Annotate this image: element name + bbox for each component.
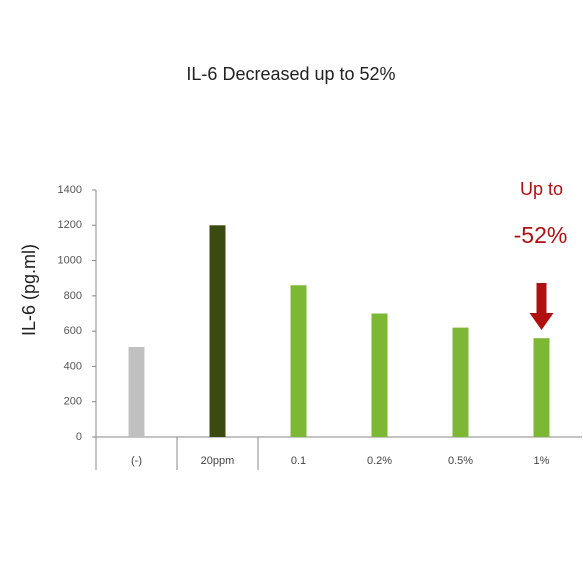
bar	[533, 338, 550, 437]
y-axis-label: IL-6 (pg.ml)	[19, 244, 39, 336]
bar	[209, 225, 226, 437]
x-tick-label: 1%	[534, 455, 550, 467]
x-tick-label: 0.2%	[367, 455, 392, 467]
y-tick-label: 200	[64, 396, 82, 408]
y-tick-label: 0	[76, 431, 82, 443]
bar	[452, 327, 469, 437]
y-tick-label: 1200	[58, 219, 82, 231]
annotation: -52%	[514, 222, 568, 248]
x-tick-label: 0.1	[291, 455, 306, 467]
x-tick-label: (-)	[131, 455, 142, 467]
x-tick-label: 0.5%	[448, 455, 473, 467]
annotation: Up to	[520, 179, 563, 199]
bar	[371, 313, 388, 437]
x-tick-label: 20ppm	[201, 455, 235, 467]
y-tick-label: 400	[64, 360, 82, 372]
bar	[290, 285, 307, 437]
y-tick-label: 800	[64, 290, 82, 302]
y-tick-label: 1000	[58, 254, 82, 266]
arrow	[529, 283, 554, 330]
y-tick-label: 600	[64, 325, 82, 337]
chart-title: IL-6 Decreased up to 52%	[186, 64, 395, 84]
bar	[128, 347, 145, 437]
y-tick-label: 1400	[58, 184, 82, 196]
